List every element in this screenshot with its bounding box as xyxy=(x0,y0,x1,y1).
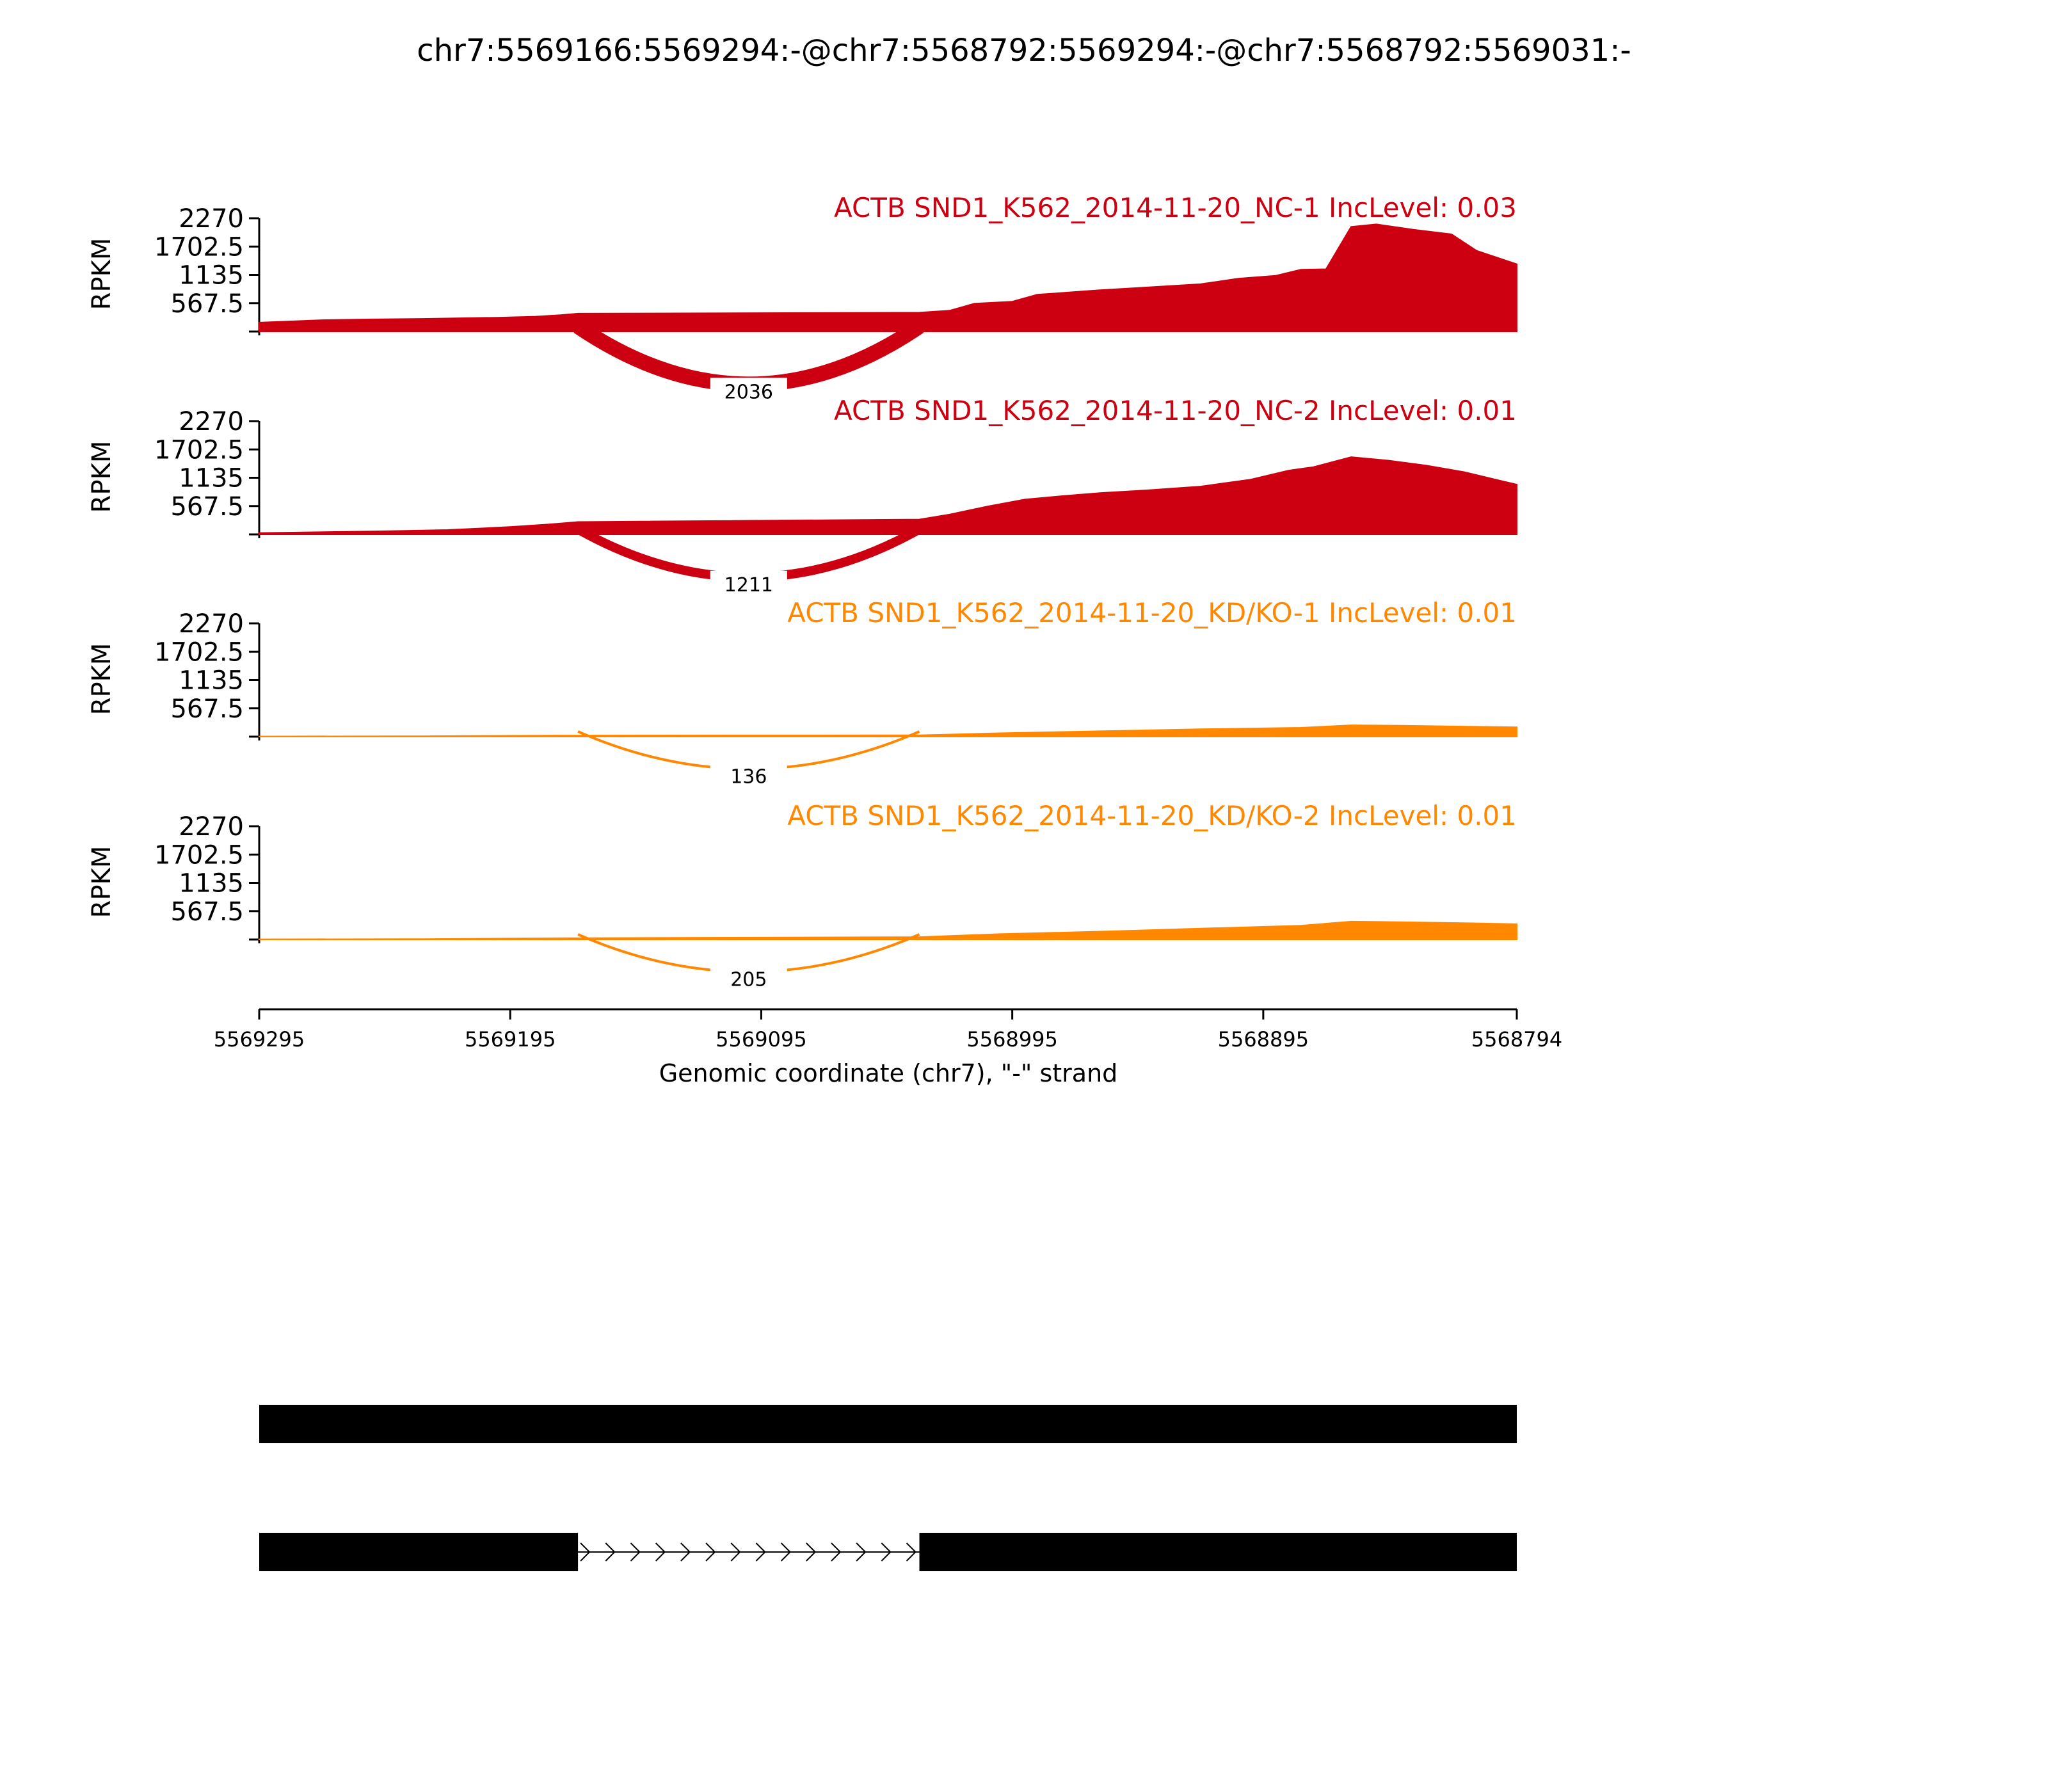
strand-arrow xyxy=(730,1542,741,1562)
exon-block xyxy=(259,1405,1517,1443)
x-tick-label: 5568995 xyxy=(966,1027,1058,1052)
x-axis-label: Genomic coordinate (chr7), "-" strand xyxy=(659,1059,1118,1087)
strand-arrow xyxy=(705,1542,716,1562)
x-tick-label: 5569095 xyxy=(716,1027,807,1052)
isoform-1 xyxy=(259,1405,1517,1443)
junction-arc xyxy=(575,525,922,582)
y-tick-label: 2270 xyxy=(179,812,244,842)
x-tick-label: 5568794 xyxy=(1471,1027,1563,1052)
strand-arrow xyxy=(906,1542,916,1562)
junction-read-count: 1211 xyxy=(724,574,773,596)
y-axis-label: RPKM xyxy=(87,441,116,513)
junction-label-box xyxy=(710,965,787,991)
coverage-area xyxy=(259,223,1517,332)
strand-arrow xyxy=(755,1542,766,1562)
strand-arrow xyxy=(881,1542,892,1562)
isoform-structures xyxy=(259,1405,1517,1571)
x-tick-label: 5569295 xyxy=(214,1027,305,1052)
isoform-2 xyxy=(259,1533,1517,1571)
y-tick-label: 1135 xyxy=(179,464,244,493)
strand-arrow xyxy=(831,1542,842,1562)
track-label: ACTB SND1_K562_2014-11-20_KD/KO-1 IncLev… xyxy=(787,597,1517,628)
y-tick-label: 2270 xyxy=(179,204,244,234)
strand-arrow xyxy=(780,1542,792,1562)
strand-arrow xyxy=(605,1542,616,1562)
y-tick-label: 567.5 xyxy=(170,492,244,522)
junction-label-box xyxy=(710,378,787,404)
strand-arrow xyxy=(806,1542,817,1562)
track-label: ACTB SND1_K562_2014-11-20_NC-1 IncLevel:… xyxy=(834,192,1517,223)
strand-arrow xyxy=(580,1542,591,1562)
strand-arrow xyxy=(655,1542,666,1562)
y-tick-label: 1702.5 xyxy=(154,840,244,870)
strand-arrow xyxy=(856,1542,867,1562)
strand-arrow xyxy=(680,1542,691,1562)
y-tick-label: 1702.5 xyxy=(154,232,244,262)
y-axis-label: RPKM xyxy=(87,643,116,716)
y-tick-label: 567.5 xyxy=(170,694,244,724)
figure-title: chr7:5569166:5569294:-@chr7:5568792:5569… xyxy=(417,33,1631,68)
x-axis: 5569295 5569195 5569095 5568995 5568895 55687… xyxy=(214,1008,1563,1052)
y-tick-label: 1702.5 xyxy=(154,637,244,667)
track-label: ACTB SND1_K562_2014-11-20_KD/KO-2 IncLev… xyxy=(787,800,1517,831)
exon-block xyxy=(259,1533,579,1571)
y-tick-label: 1702.5 xyxy=(154,435,244,465)
track-label: ACTB SND1_K562_2014-11-20_NC-2 IncLevel:… xyxy=(834,395,1517,426)
coverage-area xyxy=(259,456,1517,535)
junction-read-count: 136 xyxy=(730,765,767,788)
junction-read-count: 2036 xyxy=(724,381,773,403)
exon-block xyxy=(919,1533,1517,1571)
y-tick-label: 1135 xyxy=(179,666,244,696)
x-tick-label: 5569195 xyxy=(465,1027,556,1052)
junction-label-box xyxy=(710,762,787,788)
y-axis-label: RPKM xyxy=(87,846,116,918)
coverage-area xyxy=(259,920,1517,940)
strand-arrow xyxy=(630,1542,641,1562)
y-tick-label: 1135 xyxy=(179,261,244,291)
y-tick-label: 2270 xyxy=(179,407,244,436)
y-tick-label: 1135 xyxy=(179,869,244,899)
coverage-area xyxy=(259,724,1517,737)
y-tick-label: 2270 xyxy=(179,609,244,639)
junction-read-count: 205 xyxy=(730,968,767,991)
y-axis-label: RPKM xyxy=(87,238,116,310)
junction-arc xyxy=(573,320,924,392)
x-tick-label: 5568895 xyxy=(1218,1027,1309,1052)
y-tick-label: 567.5 xyxy=(170,897,244,927)
y-tick-label: 567.5 xyxy=(170,289,244,319)
junction-label-box xyxy=(710,570,787,596)
